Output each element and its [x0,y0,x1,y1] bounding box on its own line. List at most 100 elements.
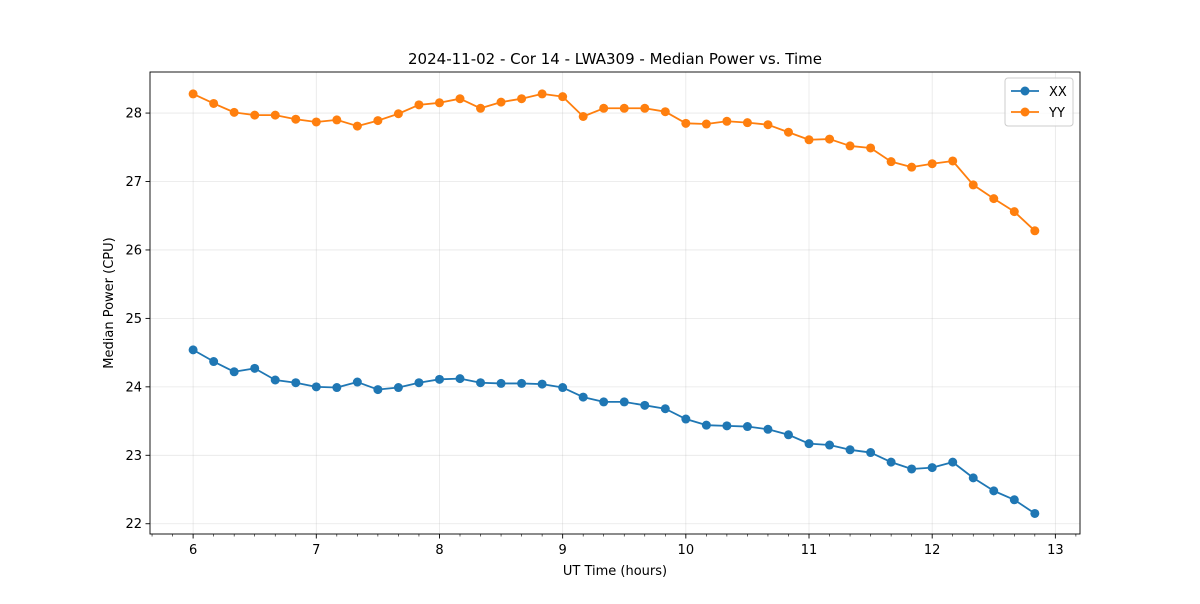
data-point-yy [763,120,773,130]
data-point-yy [434,98,444,108]
data-point-yy [804,135,814,145]
data-point-xx [332,383,342,393]
data-point-yy [476,103,486,113]
data-point-yy [517,94,527,104]
x-tick-label: 12 [924,543,941,558]
data-point-xx [270,375,280,385]
y-tick-label: 25 [125,312,142,327]
x-tick-label: 11 [801,543,818,558]
data-point-yy [455,94,465,104]
data-point-yy [373,116,383,126]
data-point-xx [701,420,711,430]
data-point-xx [188,345,198,355]
chart-title: 2024-11-02 - Cor 14 - LWA309 - Median Po… [408,50,822,68]
legend-label-yy: YY [1048,106,1065,121]
data-point-xx [640,400,650,410]
plot-frame [149,71,1081,535]
series-layer [188,89,1040,518]
data-point-xx [989,486,999,496]
data-point-yy [352,121,362,131]
data-point-yy [948,156,958,166]
data-point-xx [393,383,403,393]
data-point-xx [783,430,793,440]
data-point-xx [229,367,239,377]
legend: XX YY [1004,77,1074,127]
data-point-xx [907,464,917,474]
data-point-xx [434,374,444,384]
data-point-xx [825,440,835,450]
data-point-xx [599,397,609,407]
grid-layer [150,72,1080,534]
data-point-yy [393,109,403,119]
data-point-yy [496,97,506,107]
data-point-xx [804,439,814,449]
x-tick-label: 8 [435,543,443,558]
series-line-xx [192,349,1036,515]
y-tick-label: 24 [125,380,142,395]
data-point-yy [270,110,280,120]
data-point-xx [1009,495,1019,505]
data-point-xx [537,379,547,389]
data-point-yy [558,92,568,102]
data-point-yy [1009,207,1019,217]
y-tick-label: 27 [125,175,142,190]
y-tick-label: 28 [125,107,142,122]
legend-marker-yy [1020,107,1030,117]
x-tick-label: 6 [189,543,197,558]
y-tick-label: 22 [125,517,142,532]
data-point-yy [989,194,999,204]
data-point-yy [414,100,424,110]
data-point-yy [1030,226,1040,236]
axes-layer: 6 7 8 9 10 11 12 13 22 23 24 25 26 27 28 [125,71,1081,558]
data-point-xx [681,414,691,424]
y-axis-label: Median Power (CPU) [102,237,117,368]
data-point-xx [373,385,383,395]
data-point-yy [619,103,629,113]
data-point-yy [907,162,917,172]
data-point-yy [537,89,547,99]
data-point-yy [291,114,301,124]
data-point-xx [866,448,876,458]
data-point-xx [619,397,629,407]
data-point-xx [311,382,321,392]
data-point-xx [763,424,773,434]
data-point-xx [722,421,732,431]
legend-marker-xx [1020,86,1030,96]
data-point-yy [722,116,732,126]
y-tick-label: 23 [125,449,142,464]
data-point-yy [311,117,321,127]
legend-label-xx: XX [1049,85,1067,100]
x-axis-label: UT Time (hours) [563,564,667,579]
data-point-xx [352,377,362,387]
x-tick-label: 7 [312,543,320,558]
data-point-yy [701,119,711,129]
y-tick-label: 26 [125,243,142,258]
data-point-yy [188,89,198,99]
data-point-yy [660,107,670,117]
data-point-xx [496,378,506,388]
data-point-xx [517,378,527,388]
data-point-yy [845,141,855,151]
data-point-xx [927,463,937,473]
data-point-xx [948,457,958,467]
data-point-xx [886,457,896,467]
data-point-yy [209,98,219,108]
data-point-yy [866,143,876,153]
data-point-yy [640,103,650,113]
data-point-yy [229,107,239,117]
data-point-xx [845,445,855,455]
data-point-xx [1030,508,1040,518]
data-point-xx [968,473,978,483]
data-point-yy [681,118,691,128]
series-line-yy [192,93,1036,232]
data-point-yy [783,127,793,137]
data-point-xx [660,404,670,414]
data-point-xx [209,357,219,367]
x-tick-label: 9 [559,543,567,558]
data-point-xx [742,422,752,432]
data-point-xx [558,383,568,393]
data-point-xx [291,378,301,388]
data-point-xx [250,363,260,373]
data-point-yy [578,111,588,121]
